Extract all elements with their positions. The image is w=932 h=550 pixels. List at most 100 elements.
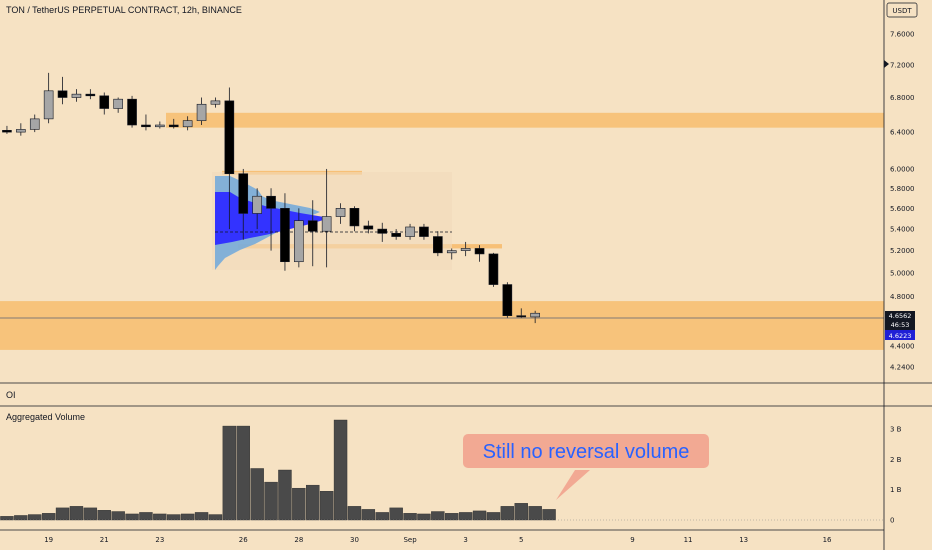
candle-body-up: [29, 118, 40, 130]
candle-body-down: [433, 236, 443, 254]
time-tick-label: Sep: [403, 536, 417, 544]
last-price-value: 4.6562: [889, 312, 912, 320]
volume-bar: [139, 512, 153, 521]
price-tick-label: 5.4000: [890, 226, 915, 234]
price-tick-label: 6.4000: [890, 129, 915, 137]
volume-bar: [431, 511, 445, 521]
time-tick-label: 19: [44, 536, 53, 544]
volume-bar: [347, 506, 362, 521]
candle: [433, 231, 443, 257]
volume-bar: [14, 515, 28, 521]
price-tick-label: 5.6000: [890, 205, 915, 213]
volume-bar: [250, 468, 264, 521]
price-marker-arrow-icon: [884, 60, 889, 68]
price-tick-label: 7.2000: [890, 61, 915, 69]
zone-0: [166, 112, 884, 128]
candle-body-up: [405, 226, 415, 237]
candle: [488, 252, 499, 287]
volume-bar: [417, 513, 431, 521]
marker-price-tag: 4.6223: [885, 330, 915, 340]
candle: [405, 223, 415, 240]
candle: [460, 241, 471, 257]
volume-bar: [278, 469, 292, 521]
candle-body-up: [113, 98, 123, 109]
candle: [224, 87, 235, 230]
candle-body-down: [224, 100, 235, 175]
currency-button-frame: [886, 2, 918, 18]
candle-body-up: [210, 100, 221, 105]
price-axis[interactable]: 7.6000 7.2000 6.8000 6.4000 6.0000 5.8000 5.60…: [890, 31, 915, 372]
volume-bar: [28, 514, 42, 521]
volume-bar: [153, 513, 167, 521]
candle-body-up: [196, 103, 207, 121]
time-tick-label: 9: [630, 536, 634, 544]
candle-body-down: [266, 195, 276, 209]
candle: [29, 114, 40, 133]
candle: [446, 248, 457, 260]
candle-body-down: [502, 284, 513, 316]
volume-tick-label: 0: [890, 517, 894, 525]
price-tick-label: 5.0000: [890, 270, 915, 278]
currency-button[interactable]: USDT: [886, 2, 918, 18]
volume-bar: [472, 510, 487, 521]
last-price-tag: 4.6562 46:53: [885, 311, 915, 330]
volume-series: [0, 419, 556, 521]
candle: [363, 220, 374, 234]
candle: [57, 76, 68, 105]
time-axis[interactable]: 19 21 23 26 28 30 Sep 3 5 9 11 13 16: [44, 536, 832, 544]
volume-bar: [333, 419, 348, 521]
volume-bar: [167, 514, 181, 521]
candle: [266, 188, 276, 251]
annotation-callout[interactable]: Still no reversal volume: [463, 434, 709, 500]
marker-price-tag-box: [885, 330, 915, 340]
candle: [502, 282, 513, 319]
volume-bar: [55, 507, 70, 521]
annotation-text: Still no reversal volume: [483, 441, 690, 463]
candle: [530, 310, 540, 324]
time-tick-label: 16: [823, 536, 832, 544]
volume-bar: [0, 516, 14, 521]
volume-bar: [375, 512, 389, 521]
candle-body-up: [530, 312, 540, 318]
candle-body-up: [335, 208, 346, 217]
candle-body-down: [377, 228, 388, 234]
time-tick-label: 5: [519, 536, 523, 544]
price-tick-label: 6.0000: [890, 165, 915, 173]
candle-body-down: [474, 248, 485, 255]
candle: [280, 193, 290, 271]
candle-body-up: [294, 220, 304, 263]
candle: [168, 118, 179, 129]
time-tick-label: 3: [463, 536, 467, 544]
volume-bar: [319, 491, 334, 521]
volume-bar: [83, 507, 98, 521]
volume-tick-label: 3 B: [890, 426, 902, 434]
candle: [419, 223, 429, 240]
zone-1: [0, 301, 884, 350]
annotation-box: [463, 434, 709, 468]
candle-body-down: [127, 98, 137, 126]
candle-body-down: [391, 233, 401, 237]
volume-bar: [500, 506, 515, 521]
volume-axis[interactable]: 0 1 B 2 B 3 B: [890, 426, 902, 525]
candle-body-up: [182, 120, 193, 128]
candle-body-down: [2, 130, 12, 133]
supply-demand-zones: [0, 112, 884, 350]
oi-pane-label: OI: [6, 390, 16, 400]
volume-bar: [361, 509, 376, 521]
volume-bar: [111, 511, 125, 521]
marker-price-value: 4.6223: [889, 332, 912, 340]
candle: [113, 97, 123, 113]
candle-body-down: [307, 220, 318, 232]
volume-bar: [514, 503, 528, 521]
volume-bar: [208, 514, 223, 521]
candle: [127, 95, 137, 128]
candle-body-down: [168, 124, 179, 128]
time-tick-label: 23: [155, 536, 164, 544]
volume-bar: [292, 487, 306, 521]
bar-countdown: 46:53: [891, 321, 910, 329]
volume-bar: [236, 425, 250, 521]
volume-bar: [445, 513, 459, 521]
volume-bar: [180, 513, 195, 521]
time-tick-label: 21: [100, 536, 109, 544]
